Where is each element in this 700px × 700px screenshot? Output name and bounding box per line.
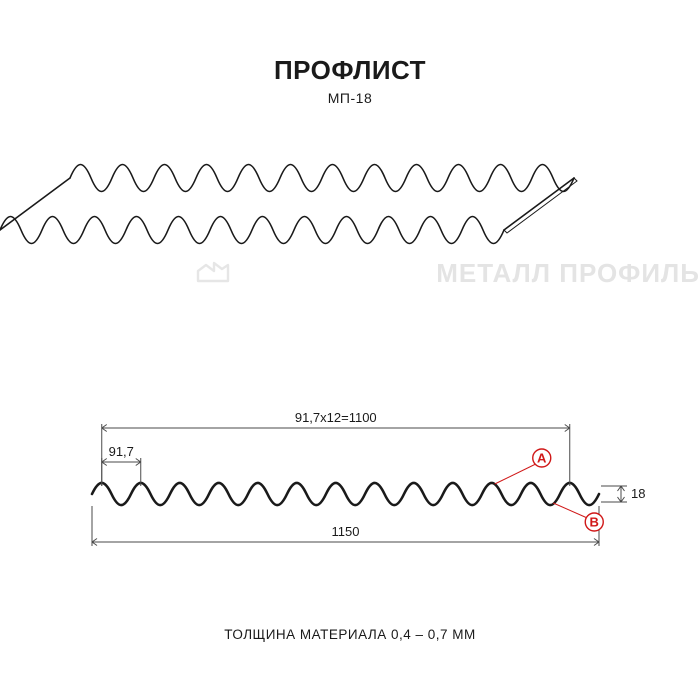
profile-drawing: 91,7х12=1100 91,7 1150 18 A B bbox=[0, 394, 700, 584]
dim-top-span: 91,7х12=1100 bbox=[295, 410, 377, 425]
perspective-drawing bbox=[0, 144, 700, 314]
dim-pitch: 91,7 bbox=[109, 444, 134, 459]
marker-b: B bbox=[590, 515, 599, 530]
page: ПРОФЛИСТ МП-18 МЕТАЛЛ ПРОФИЛЬ 91,7х12=11… bbox=[0, 0, 700, 700]
dim-height: 18 bbox=[631, 486, 645, 501]
dim-bottom: 1150 bbox=[332, 524, 360, 539]
profile-wave bbox=[92, 483, 599, 505]
title: ПРОФЛИСТ bbox=[0, 55, 700, 86]
dimension-lines bbox=[92, 424, 627, 546]
perspective-sheet bbox=[0, 165, 577, 244]
footer-text: ТОЛЩИНА МАТЕРИАЛА 0,4 – 0,7 ММ bbox=[0, 627, 700, 642]
subtitle: МП-18 bbox=[0, 90, 700, 106]
marker-a: A bbox=[537, 451, 547, 466]
